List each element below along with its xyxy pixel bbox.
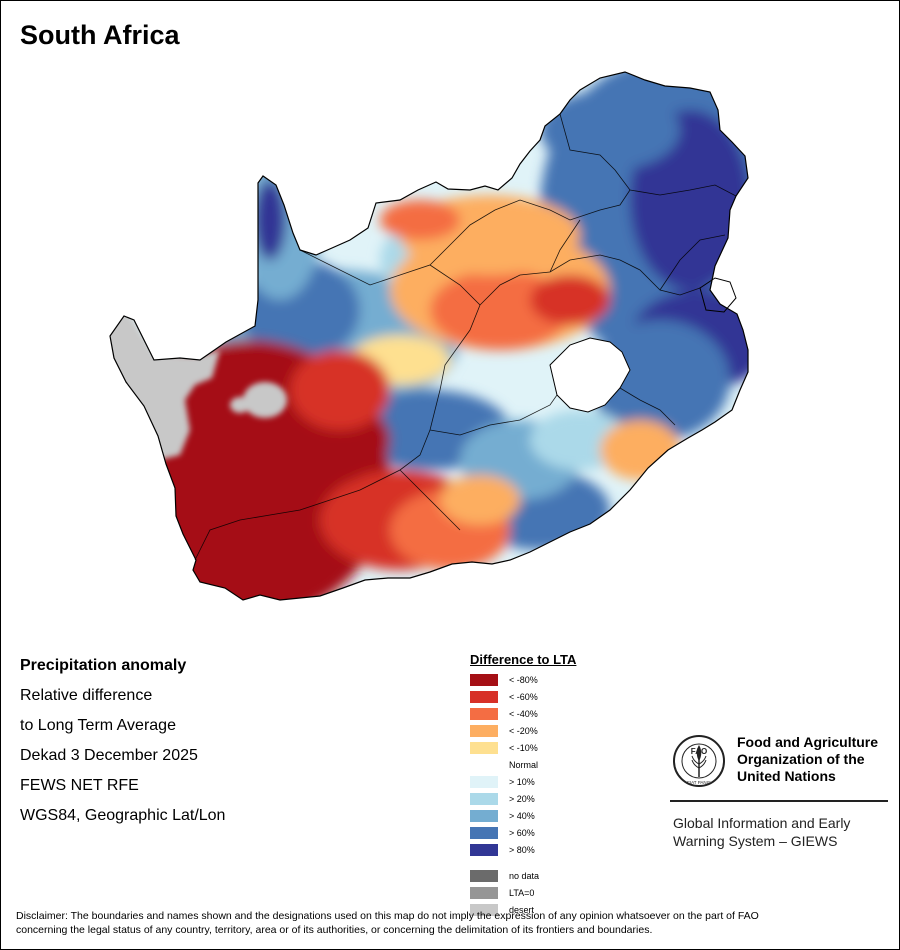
giews-line: Global Information and Early xyxy=(673,815,851,831)
legend-label: < -60% xyxy=(509,692,538,702)
info-line: WGS84, Geographic Lat/Lon xyxy=(20,807,226,824)
fao-name-line: United Nations xyxy=(737,768,836,784)
legend-label: < -40% xyxy=(509,709,538,719)
info-heading: Precipitation anomaly xyxy=(20,657,187,674)
legend-label: > 40% xyxy=(509,811,535,821)
legend-item: > 20% xyxy=(470,790,576,807)
info-line: to Long Term Average xyxy=(20,717,176,734)
legend-item: < -10% xyxy=(470,739,576,756)
fao-logo-text: FAO xyxy=(691,747,707,756)
legend-swatch xyxy=(470,810,498,822)
legend-label: > 20% xyxy=(509,794,535,804)
legend-item: > 40% xyxy=(470,807,576,824)
precipitation-anomaly-map xyxy=(109,71,749,601)
info-line: Dekad 3 December 2025 xyxy=(20,747,198,764)
disclaimer-line: Disclaimer: The boundaries and names sho… xyxy=(16,910,759,922)
giews-name: Global Information and Early Warning Sys… xyxy=(673,814,850,850)
legend-item: no data xyxy=(470,867,576,884)
legend-swatch xyxy=(470,725,498,737)
info-line: FEWS NET RFE xyxy=(20,777,139,794)
fao-name: Food and Agriculture Organization of the… xyxy=(737,734,878,785)
legend-item: < -40% xyxy=(470,705,576,722)
fao-name-line: Food and Agriculture xyxy=(737,734,879,750)
legend-label: LTA=0 xyxy=(509,888,535,898)
legend-swatch xyxy=(470,674,498,686)
legend-label: > 60% xyxy=(509,828,535,838)
legend-swatch xyxy=(470,691,498,703)
legend-label: > 10% xyxy=(509,777,535,787)
legend-swatch xyxy=(470,870,498,882)
giews-line: Warning System – GIEWS xyxy=(673,833,838,849)
legend-item: < -80% xyxy=(470,671,576,688)
legend-label: Normal xyxy=(509,760,539,770)
legend-swatch xyxy=(470,759,498,771)
fao-divider xyxy=(670,800,888,802)
legend-label: no data xyxy=(509,871,540,881)
map-title: South Africa xyxy=(20,20,180,50)
legend-item: < -20% xyxy=(470,722,576,739)
fao-logo-icon: FAO FIAT PANIS xyxy=(673,735,725,787)
legend-item: LTA=0 xyxy=(470,884,576,901)
legend-item: < -60% xyxy=(470,688,576,705)
legend-title: Difference to LTA xyxy=(470,652,577,667)
legend-swatch xyxy=(470,844,498,856)
legend-items: < -80% < -60% < -40% < -20% < -10% Normal > 10… xyxy=(470,671,576,858)
legend-swatch xyxy=(470,708,498,720)
disclaimer: Disclaimer: The boundaries and names sho… xyxy=(16,909,886,937)
disclaimer-line: concerning the legal status of any count… xyxy=(16,924,653,936)
fao-logo-motto: FIAT PANIS xyxy=(687,780,711,785)
legend-label: < -10% xyxy=(509,743,538,753)
legend-swatch xyxy=(470,793,498,805)
legend-item: > 60% xyxy=(470,824,576,841)
legend-item: > 10% xyxy=(470,773,576,790)
legend-label: desert xyxy=(509,905,535,915)
legend-label: > 80% xyxy=(509,845,535,855)
legend-swatch xyxy=(470,904,498,916)
legend-swatch xyxy=(470,776,498,788)
info-line: Relative difference xyxy=(20,687,153,704)
fao-name-line: Organization of the xyxy=(737,751,865,767)
legend-label: < -20% xyxy=(509,726,538,736)
legend: Difference to LTA < -80% < -60% < -40% < -2… xyxy=(470,652,576,918)
map-info: Precipitation anomaly Relative differenc… xyxy=(20,656,225,836)
legend-swatch xyxy=(470,827,498,839)
legend-special-items: no data LTA=0 desert xyxy=(470,867,576,918)
legend-item: Normal xyxy=(470,756,576,773)
legend-swatch xyxy=(470,742,498,754)
legend-item: > 80% xyxy=(470,841,576,858)
legend-label: < -80% xyxy=(509,675,538,685)
legend-swatch xyxy=(470,887,498,899)
legend-item: desert xyxy=(470,901,576,918)
